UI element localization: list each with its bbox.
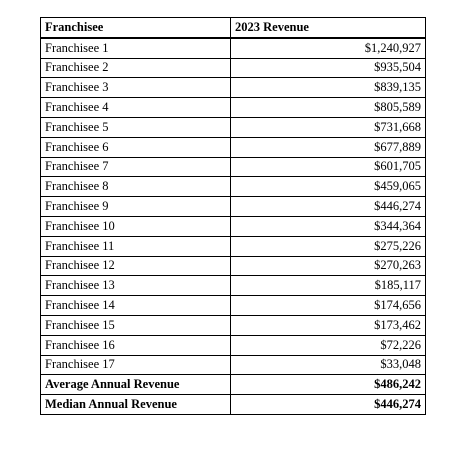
franchisee-name-cell: Franchisee 2 bbox=[40, 57, 231, 79]
revenue-cell: $72,226 bbox=[230, 334, 426, 356]
revenue-cell: $344,364 bbox=[230, 215, 426, 237]
table-row: Franchisee 9 $446,274 bbox=[40, 196, 426, 217]
header-2023-revenue: 2023 Revenue bbox=[230, 16, 426, 39]
table-row: Franchisee 7 $601,705 bbox=[40, 156, 426, 178]
revenue-cell: $185,117 bbox=[230, 275, 426, 297]
table-row: Franchisee 13 $185,117 bbox=[40, 275, 426, 297]
summary-label-cell: Median Annual Revenue bbox=[40, 394, 231, 415]
table-row: Franchisee 15 $173,462 bbox=[40, 314, 426, 336]
franchisee-name-cell: Franchisee 4 bbox=[40, 97, 231, 118]
revenue-cell: $731,668 bbox=[230, 116, 426, 138]
summary-value-cell: $446,274 bbox=[230, 394, 426, 415]
summary-value-cell: $486,242 bbox=[230, 374, 426, 396]
franchisee-name-cell: Franchisee 1 bbox=[40, 36, 231, 59]
revenue-cell: $601,705 bbox=[230, 156, 426, 178]
franchisee-name-cell: Franchisee 11 bbox=[40, 235, 231, 257]
franchisee-name-cell: Franchisee 15 bbox=[40, 314, 231, 336]
header-franchisee: Franchisee bbox=[40, 16, 231, 39]
table-row: Franchisee 16 $72,226 bbox=[40, 334, 426, 356]
revenue-cell: $270,263 bbox=[230, 255, 426, 277]
revenue-cell: $174,656 bbox=[230, 295, 426, 316]
header-row: Franchisee 2023 Revenue bbox=[40, 16, 426, 39]
table-row: Franchisee 14 $174,656 bbox=[40, 295, 426, 316]
franchisee-name-cell: Franchisee 17 bbox=[40, 354, 231, 376]
table-row: Franchisee 12 $270,263 bbox=[40, 255, 426, 277]
franchisee-name-cell: Franchisee 3 bbox=[40, 77, 231, 99]
revenue-cell: $446,274 bbox=[230, 196, 426, 217]
franchisee-name-cell: Franchisee 6 bbox=[40, 136, 231, 158]
franchisee-name-cell: Franchisee 7 bbox=[40, 156, 231, 178]
franchisee-name-cell: Franchisee 9 bbox=[40, 196, 231, 217]
table-row: Franchisee 10 $344,364 bbox=[40, 215, 426, 237]
summary-label-cell: Average Annual Revenue bbox=[40, 374, 231, 396]
table-body: Franchisee 1 $1,240,927 Franchisee 2 $935,5… bbox=[40, 36, 426, 415]
franchisee-revenue-table: Franchisee 2023 Revenue Franchisee 1 $1,2… bbox=[40, 16, 426, 415]
revenue-cell: $1,240,927 bbox=[230, 36, 426, 59]
revenue-cell: $935,504 bbox=[230, 57, 426, 79]
median-revenue-row: Median Annual Revenue $446,274 bbox=[40, 394, 426, 415]
table-row: Franchisee 1 $1,240,927 bbox=[40, 36, 426, 59]
franchisee-name-cell: Franchisee 13 bbox=[40, 275, 231, 297]
franchisee-name-cell: Franchisee 16 bbox=[40, 334, 231, 356]
revenue-cell: $275,226 bbox=[230, 235, 426, 257]
franchisee-name-cell: Franchisee 8 bbox=[40, 176, 231, 198]
average-revenue-row: Average Annual Revenue $486,242 bbox=[40, 374, 426, 396]
franchisee-name-cell: Franchisee 12 bbox=[40, 255, 231, 277]
table-row: Franchisee 3 $839,135 bbox=[40, 77, 426, 99]
revenue-cell: $677,889 bbox=[230, 136, 426, 158]
table-row: Franchisee 6 $677,889 bbox=[40, 136, 426, 158]
franchisee-name-cell: Franchisee 10 bbox=[40, 215, 231, 237]
table-row: Franchisee 8 $459,065 bbox=[40, 176, 426, 198]
table-row: Franchisee 5 $731,668 bbox=[40, 116, 426, 138]
table-row: Franchisee 17 $33,048 bbox=[40, 354, 426, 376]
revenue-cell: $805,589 bbox=[230, 97, 426, 118]
franchisee-name-cell: Franchisee 14 bbox=[40, 295, 231, 316]
table-row: Franchisee 11 $275,226 bbox=[40, 235, 426, 257]
revenue-cell: $839,135 bbox=[230, 77, 426, 99]
revenue-cell: $33,048 bbox=[230, 354, 426, 376]
table-row: Franchisee 4 $805,589 bbox=[40, 97, 426, 118]
revenue-cell: $459,065 bbox=[230, 176, 426, 198]
franchisee-name-cell: Franchisee 5 bbox=[40, 116, 231, 138]
revenue-cell: $173,462 bbox=[230, 314, 426, 336]
table-row: Franchisee 2 $935,504 bbox=[40, 57, 426, 79]
